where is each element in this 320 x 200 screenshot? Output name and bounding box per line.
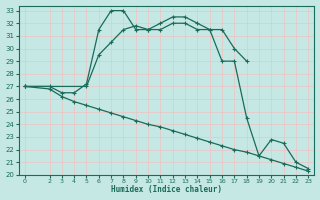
X-axis label: Humidex (Indice chaleur): Humidex (Indice chaleur) bbox=[111, 185, 222, 194]
